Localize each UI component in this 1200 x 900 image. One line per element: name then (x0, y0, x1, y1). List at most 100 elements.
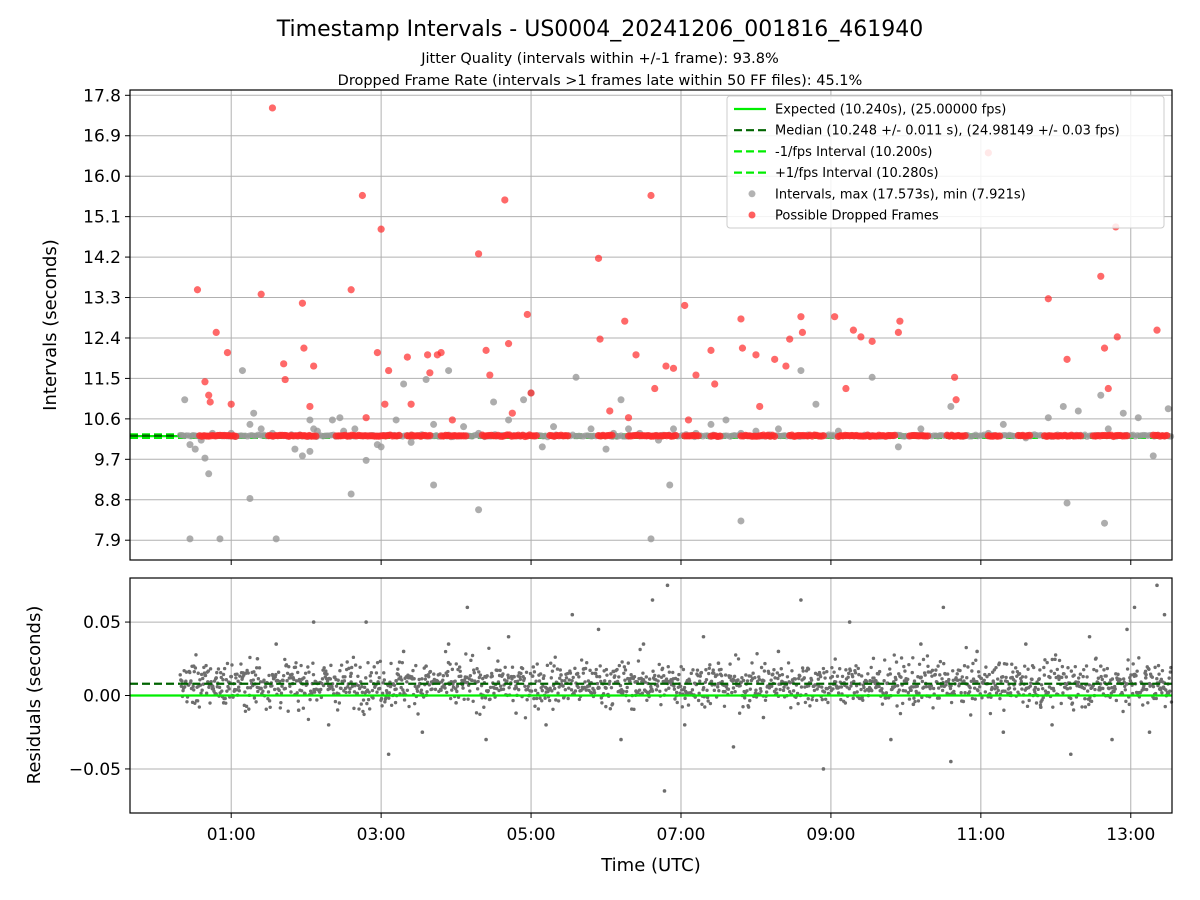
dropped-frame-point (608, 431, 616, 439)
residual-point (1155, 677, 1159, 681)
residual-point (194, 653, 198, 657)
residual-point (519, 671, 523, 676)
residual-point (800, 666, 805, 670)
residual-point (518, 677, 523, 682)
residual-point (1123, 684, 1127, 689)
residual-point (549, 676, 553, 680)
residual-point (959, 691, 963, 695)
legend-label: Median (10.248 +/- 0.011 s), (24.98149 +… (775, 124, 1120, 139)
residual-point (415, 689, 420, 693)
residual-outlier-point (559, 673, 563, 677)
residual-point (367, 707, 372, 711)
residual-point (1076, 676, 1081, 680)
dropped-frame-outlier-point (1100, 344, 1109, 352)
residual-point (563, 679, 567, 683)
residual-point (1089, 699, 1094, 704)
residual-point (763, 661, 767, 666)
residual-point (625, 685, 629, 690)
residuals-y-axis-label: Residuals (seconds) (24, 606, 45, 785)
residual-point (215, 670, 219, 675)
residual-point (605, 673, 609, 677)
residual-point (719, 667, 723, 672)
residual-point (196, 671, 200, 675)
dropped-frame-outlier-point (894, 328, 902, 337)
residual-point (1150, 675, 1155, 679)
residual-point (759, 665, 764, 670)
intervals-y-tick-label: 9.7 (94, 450, 121, 470)
residual-point (734, 653, 738, 657)
dropped-frame-point (1025, 431, 1034, 439)
residual-point (712, 688, 717, 693)
residual-point (917, 691, 921, 695)
residual-point (970, 696, 975, 701)
residual-point (704, 668, 708, 672)
residual-point (955, 672, 959, 676)
residual-point (204, 691, 209, 695)
residual-point (548, 686, 552, 690)
residual-point (655, 684, 660, 688)
residual-point (1130, 691, 1135, 696)
residual-point (505, 679, 509, 683)
interval-outlier-point (707, 420, 715, 428)
legend-label: -1/fps Interval (10.200s) (775, 145, 932, 160)
residual-point (380, 691, 385, 696)
residual-point (1096, 676, 1101, 680)
dropped-frame-outlier-point (1063, 355, 1071, 363)
interval-outlier-point (400, 380, 408, 388)
interval-outlier-point (894, 443, 902, 451)
dropped-frame-point (312, 432, 320, 440)
residual-point (287, 665, 291, 669)
residual-point (1082, 667, 1086, 672)
dropped-frame-outlier-point (857, 333, 865, 341)
residual-point (839, 685, 844, 689)
residual-point (1099, 674, 1103, 679)
residual-point (898, 711, 903, 716)
residual-point (247, 707, 251, 711)
residual-point (217, 685, 222, 690)
dropped-frame-outlier-point (711, 380, 719, 388)
residual-point (448, 662, 452, 666)
residual-point (1007, 686, 1012, 690)
residual-outlier-point (364, 620, 368, 624)
residual-point (445, 673, 449, 678)
residual-point (622, 665, 627, 669)
residual-point (773, 676, 777, 680)
residual-point (703, 705, 707, 709)
residual-point (903, 669, 907, 673)
interval-outlier-point (246, 420, 254, 428)
residual-point (331, 687, 335, 692)
residual-point (398, 675, 403, 679)
residual-point (976, 688, 980, 693)
residual-point (393, 700, 398, 705)
residual-point (577, 697, 582, 702)
residual-point (923, 673, 927, 677)
interval-outlier-point (1104, 425, 1112, 433)
interval-outlier-point (572, 373, 580, 381)
residual-point (972, 686, 977, 690)
residual-point (682, 685, 687, 690)
residual-point (730, 690, 734, 695)
residual-point (533, 688, 538, 693)
residual-point (1151, 684, 1156, 689)
interval-outlier-point (347, 490, 355, 498)
interval-outlier-point (186, 441, 194, 449)
residual-point (203, 673, 208, 678)
dropped-frame-point (961, 432, 969, 440)
residual-point (965, 676, 969, 680)
residual-point (672, 684, 676, 688)
residual-point (219, 671, 223, 675)
residual-point (547, 698, 552, 703)
residual-point (913, 699, 917, 704)
residual-point (1078, 672, 1083, 676)
residual-point (820, 685, 824, 689)
residual-point (962, 679, 966, 683)
interval-outlier-point (246, 495, 254, 503)
residual-point (677, 672, 681, 677)
residual-point (654, 688, 659, 692)
residual-point (1034, 701, 1039, 705)
residual-point (920, 679, 925, 684)
residual-point (656, 674, 661, 678)
residual-point (903, 689, 908, 693)
residual-point (365, 701, 369, 706)
interval-outlier-point (475, 506, 483, 514)
